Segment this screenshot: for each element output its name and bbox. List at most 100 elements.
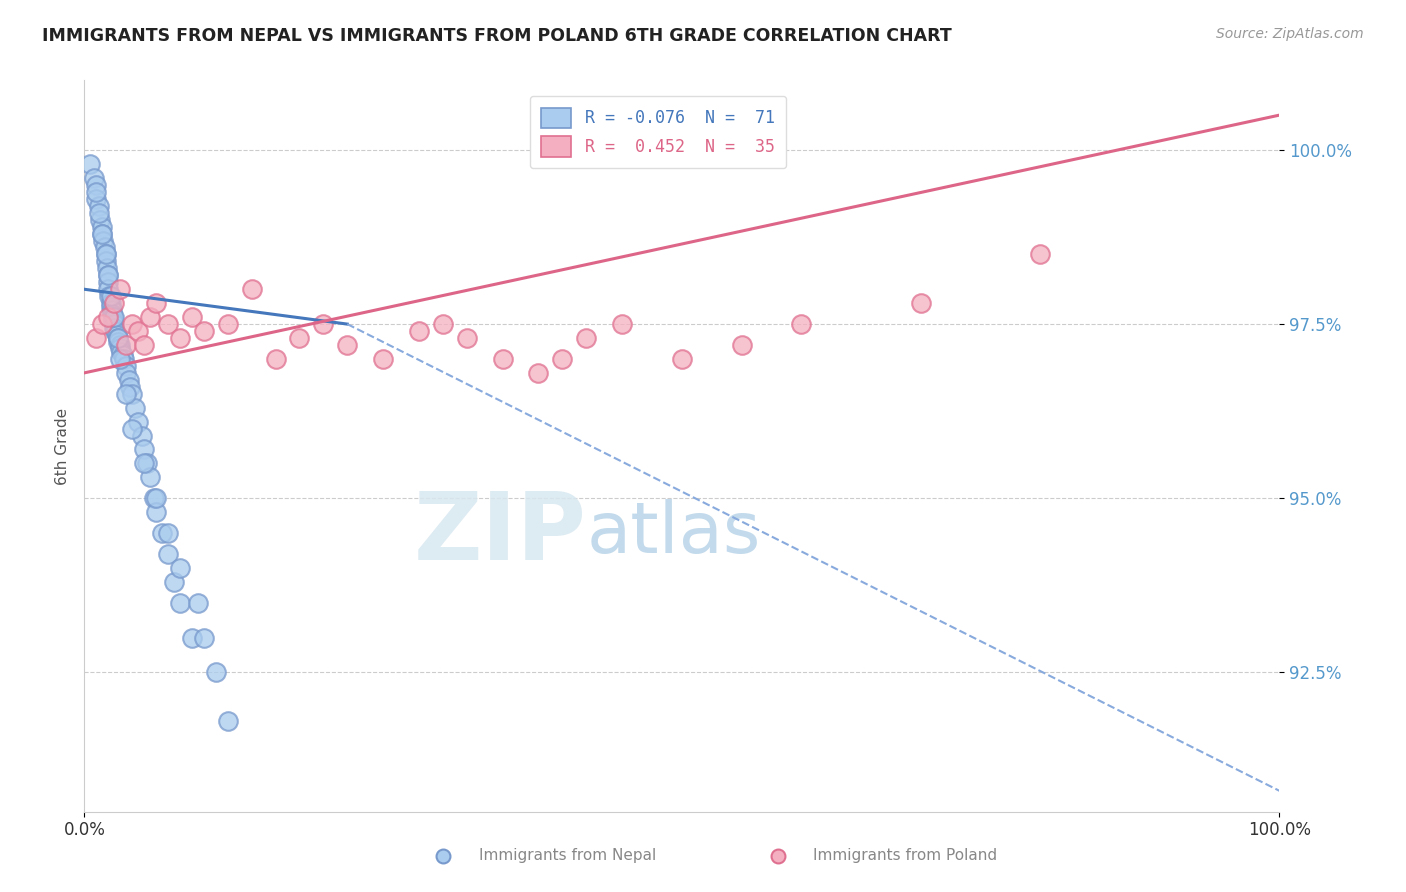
Point	[103, 320, 125, 334]
Point	[110, 351, 132, 366]
Point	[111, 348, 134, 362]
Point	[100, 300, 122, 314]
Point	[89, 212, 111, 227]
Point	[157, 317, 180, 331]
Point	[240, 282, 263, 296]
Point	[145, 296, 167, 310]
Text: Source: ZipAtlas.com: Source: ZipAtlas.com	[1216, 27, 1364, 41]
Point	[104, 324, 127, 338]
Point	[551, 351, 574, 366]
Point	[97, 275, 120, 289]
Point	[150, 526, 173, 541]
Text: Immigrants from Nepal: Immigrants from Nepal	[479, 848, 657, 863]
Point	[96, 261, 118, 276]
Point	[94, 254, 117, 268]
Text: Immigrants from Poland: Immigrants from Poland	[814, 848, 997, 863]
Point	[107, 334, 129, 349]
Point	[288, 331, 311, 345]
Point	[205, 665, 228, 680]
Point	[86, 178, 108, 192]
Point	[93, 240, 115, 254]
Point	[115, 386, 138, 401]
Point	[94, 247, 117, 261]
Point	[169, 561, 191, 575]
Point	[217, 317, 239, 331]
Point	[91, 227, 114, 241]
Point	[100, 289, 122, 303]
Point	[121, 421, 143, 435]
Point	[910, 296, 932, 310]
Point	[145, 505, 167, 519]
Point	[492, 351, 515, 366]
Point	[97, 268, 120, 283]
Point	[527, 366, 550, 380]
Point	[121, 386, 143, 401]
Point	[336, 338, 359, 352]
Point	[193, 631, 215, 645]
Point	[97, 268, 120, 283]
Point	[163, 574, 186, 589]
Point	[132, 457, 156, 471]
Point	[87, 199, 110, 213]
Point	[107, 331, 129, 345]
Point	[373, 351, 395, 366]
Point	[91, 317, 114, 331]
Point	[731, 338, 754, 352]
Point	[79, 157, 101, 171]
Point	[97, 310, 120, 325]
Point	[103, 310, 125, 325]
Point	[132, 442, 156, 457]
Point	[101, 307, 124, 321]
Point	[115, 359, 138, 373]
Point	[87, 205, 110, 219]
Point	[105, 327, 128, 342]
Point	[86, 331, 108, 345]
Text: IMMIGRANTS FROM NEPAL VS IMMIGRANTS FROM POLAND 6TH GRADE CORRELATION CHART: IMMIGRANTS FROM NEPAL VS IMMIGRANTS FROM…	[42, 27, 952, 45]
Point	[110, 342, 132, 356]
Text: ZIP: ZIP	[413, 488, 586, 580]
Point	[432, 317, 454, 331]
Point	[145, 491, 167, 506]
Y-axis label: 6th Grade: 6th Grade	[55, 408, 70, 484]
Point	[86, 192, 108, 206]
Point	[91, 219, 114, 234]
Point	[98, 289, 121, 303]
Point	[217, 714, 239, 728]
Point	[139, 310, 162, 325]
Point	[124, 401, 146, 415]
Point	[115, 338, 138, 352]
Point	[127, 415, 149, 429]
Text: atlas: atlas	[586, 500, 761, 568]
Point	[612, 317, 634, 331]
Point	[103, 296, 125, 310]
Point	[101, 310, 124, 325]
Point	[97, 282, 120, 296]
Point	[193, 324, 215, 338]
Point	[132, 338, 156, 352]
Legend: R = -0.076  N =  71, R =  0.452  N =  35: R = -0.076 N = 71, R = 0.452 N = 35	[530, 96, 786, 169]
Point	[86, 185, 108, 199]
Point	[112, 351, 135, 366]
Point	[117, 373, 139, 387]
Point	[91, 227, 114, 241]
Point	[575, 331, 598, 345]
Point	[103, 317, 125, 331]
Point	[142, 491, 165, 506]
Point	[187, 596, 209, 610]
Point	[456, 331, 478, 345]
Point	[83, 170, 105, 185]
Point	[139, 470, 162, 484]
Point	[131, 428, 153, 442]
Point	[121, 317, 143, 331]
Point	[1029, 247, 1052, 261]
Point	[169, 596, 191, 610]
Point	[790, 317, 813, 331]
Point	[100, 296, 122, 310]
Point	[181, 631, 204, 645]
Point	[264, 351, 287, 366]
Point	[107, 331, 129, 345]
Point	[115, 366, 138, 380]
Point	[181, 310, 204, 325]
Point	[110, 282, 132, 296]
Point	[110, 345, 132, 359]
